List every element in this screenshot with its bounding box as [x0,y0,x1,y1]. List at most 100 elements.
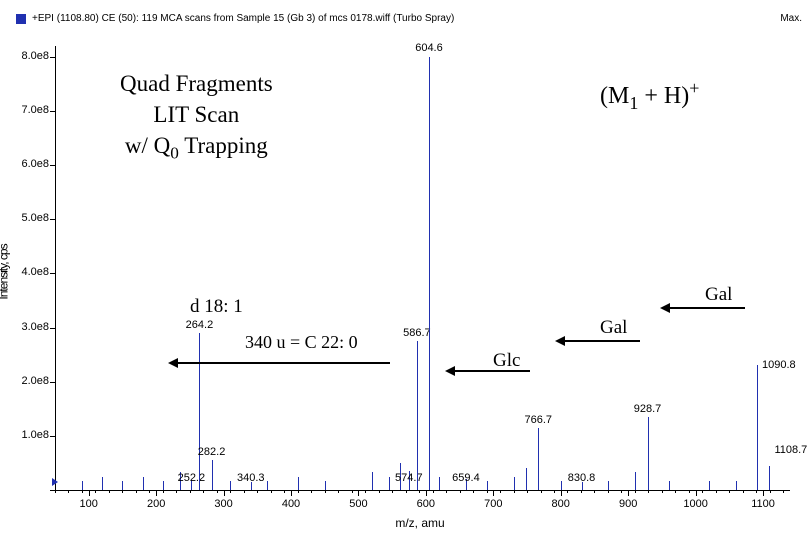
x-minor-tick [203,490,204,493]
noise-peak [608,481,609,490]
x-tick [358,490,359,496]
y-tick [50,219,55,220]
noise-peak [122,481,123,490]
x-minor-tick [702,490,703,493]
y-tick-label: 6.0e8 [13,158,49,170]
peak-label: 574.7 [395,472,423,484]
x-minor-tick [217,490,218,493]
x-minor-tick [770,490,771,493]
x-tick-label: 900 [619,498,637,510]
peak-label: 264.2 [186,319,214,331]
annotation-d18: d 18: 1 [190,296,243,318]
peak-label: 766.7 [525,414,553,426]
peak [648,417,649,490]
x-tick [426,490,427,496]
x-tick-label: 500 [349,498,367,510]
annotation-c22: 340 u = C 22: 0 [245,332,358,353]
x-tick-label: 600 [417,498,435,510]
x-minor-tick [406,490,407,493]
x-tick [561,490,562,496]
noise-peak [230,481,231,490]
x-minor-tick [621,490,622,493]
x-tick [224,490,225,496]
y-tick [50,57,55,58]
x-minor-tick [662,490,663,493]
noise-peak [82,481,83,490]
y-tick [50,273,55,274]
noise-peak [372,472,373,490]
peak-label: 586.7 [403,327,431,339]
x-minor-tick [230,490,231,493]
noise-peak [439,477,440,490]
noise-peak [102,477,103,490]
x-minor-tick [298,490,299,493]
peak [212,460,213,490]
noise-peak [298,477,299,490]
x-axis-title: m/z, amu [395,516,444,530]
x-minor-tick [460,490,461,493]
peak [429,57,430,490]
y-tick [50,436,55,437]
arrow [563,340,640,342]
y-tick-label: 3.0e8 [13,321,49,333]
arrow-head-icon [555,336,565,346]
y-tick-label: 7.0e8 [13,104,49,116]
x-minor-tick [190,490,191,493]
x-minor-tick [648,490,649,493]
peak-label: 604.6 [415,42,443,54]
x-minor-tick [635,490,636,493]
x-minor-tick [68,490,69,493]
x-minor-tick [756,490,757,493]
peak-label: 340.3 [237,472,265,484]
x-minor-tick [446,490,447,493]
x-minor-tick [419,490,420,493]
peak [538,428,539,490]
x-minor-tick [581,490,582,493]
noise-peak [709,481,710,490]
x-minor-tick [82,490,83,493]
x-tick [89,490,90,496]
y-tick-label: 4.0e8 [13,266,49,278]
peak [757,365,758,490]
x-minor-tick [149,490,150,493]
side-marker-icon [52,478,58,486]
y-tick [50,382,55,383]
x-minor-tick [608,490,609,493]
x-tick-label: 100 [80,498,98,510]
x-minor-tick [244,490,245,493]
peak-label: 830.8 [568,472,596,484]
x-minor-tick [109,490,110,493]
noise-peak [163,481,164,490]
x-tick-label: 300 [214,498,232,510]
x-minor-tick [675,490,676,493]
x-tick [763,490,764,496]
x-tick [291,490,292,496]
y-axis-line [55,46,56,490]
x-minor-tick [689,490,690,493]
noise-peak [267,481,268,490]
arrow-head-icon [660,303,670,313]
peak [199,333,200,490]
noise-peak [487,481,488,490]
x-minor-tick [729,490,730,493]
x-minor-tick [136,490,137,493]
peak-label: 1108.7 [774,444,807,456]
annotation-gal1: Gal [600,317,627,339]
annotation-title-block: Quad FragmentsLIT Scanw/ Q0 Trapping [120,68,273,165]
y-tick [50,328,55,329]
x-tick [493,490,494,496]
x-minor-tick [176,490,177,493]
y-axis-title: Intensity, cps [0,244,11,299]
x-tick [628,490,629,496]
x-minor-tick [271,490,272,493]
x-minor-tick [487,490,488,493]
annotation-gal2: Gal [705,284,732,306]
y-tick-label: 8.0e8 [13,50,49,62]
noise-peak [561,481,562,490]
x-minor-tick [716,490,717,493]
peak [769,466,770,490]
x-tick-label: 800 [552,498,570,510]
x-minor-tick [783,490,784,493]
y-tick-label: 2.0e8 [13,375,49,387]
x-minor-tick [500,490,501,493]
